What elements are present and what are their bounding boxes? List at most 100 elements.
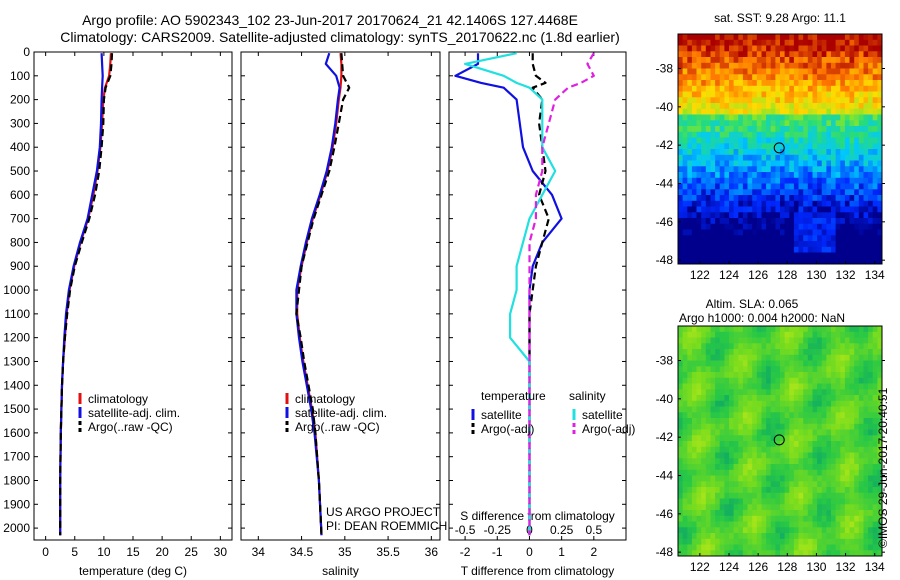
map-cell	[752, 114, 758, 121]
map-cell	[691, 223, 698, 231]
map-cell	[854, 423, 860, 431]
map-cell	[691, 510, 698, 517]
map-cell	[854, 366, 860, 373]
map-cell	[678, 160, 684, 167]
map-cell	[793, 206, 800, 213]
map-cell	[733, 160, 739, 167]
map-cell	[868, 85, 874, 93]
map-cell	[803, 172, 809, 179]
map-cell	[872, 149, 878, 156]
map-cell	[807, 103, 813, 110]
map-cell	[761, 354, 767, 362]
map-cell	[826, 206, 832, 213]
map-y-tick-label: -48	[656, 545, 674, 559]
map-title: Argo h1000: 0.004 h2000: NaN	[679, 311, 845, 325]
map-cell	[775, 258, 781, 264]
map-cell	[738, 372, 744, 379]
map-cell	[872, 177, 878, 185]
map-cell	[701, 229, 707, 236]
map-cell	[733, 498, 739, 505]
map-cell	[747, 343, 753, 350]
map-cell	[678, 469, 684, 477]
map-cell	[687, 395, 693, 402]
map-cell	[752, 510, 758, 517]
map-cell	[770, 91, 776, 98]
map-cell	[705, 80, 711, 87]
map-cell	[742, 475, 749, 482]
map-cell	[789, 337, 795, 344]
map-cell	[812, 527, 818, 534]
map-cell	[747, 218, 753, 225]
map-cell	[868, 389, 874, 396]
map-cell	[678, 452, 684, 459]
map-cell	[719, 544, 725, 551]
map-cell	[868, 406, 874, 413]
map-cell	[863, 441, 869, 448]
map-cell	[821, 395, 827, 402]
map-cell	[789, 80, 795, 87]
map-cell	[687, 515, 693, 523]
map-cell	[817, 91, 823, 98]
map-cell	[877, 137, 882, 144]
map-cell	[682, 446, 688, 454]
map-cell	[803, 498, 809, 505]
map-cell	[715, 206, 721, 213]
map-cell	[863, 395, 869, 402]
map-cell	[682, 34, 688, 41]
map-cell	[715, 80, 721, 87]
map-cell	[780, 326, 786, 333]
map-cell	[821, 85, 827, 93]
map-cell	[724, 469, 730, 477]
map-cell	[877, 464, 882, 471]
map-cell	[840, 538, 846, 546]
map-cell	[775, 533, 781, 540]
map-cell	[747, 498, 753, 505]
map-cell	[687, 103, 693, 110]
map-cell	[872, 550, 878, 556]
map-cell	[678, 91, 684, 98]
map-cell	[705, 515, 711, 523]
map-cell	[849, 85, 855, 93]
map-cell	[766, 337, 772, 344]
map-cell	[766, 446, 772, 454]
map-cell	[863, 34, 869, 41]
map-cell	[775, 441, 781, 448]
map-cell	[733, 206, 739, 213]
map-cell	[715, 515, 721, 523]
map-cell	[719, 498, 725, 505]
map-cell	[691, 126, 698, 133]
map-cell	[872, 235, 878, 242]
map-cell	[849, 469, 855, 477]
map-cell	[761, 166, 767, 173]
map-cell	[733, 183, 739, 190]
map-cell	[756, 331, 762, 339]
map-cell	[877, 550, 882, 556]
map-cell	[696, 103, 702, 110]
map-cell	[849, 80, 855, 87]
map-cell	[682, 412, 688, 419]
map-cell	[831, 331, 837, 339]
map-cell	[682, 423, 688, 431]
map-cell	[784, 91, 790, 98]
map-cell	[817, 377, 823, 385]
map-cell	[705, 504, 711, 511]
map-cell	[784, 103, 790, 110]
map-cell	[840, 57, 846, 64]
map-cell	[761, 223, 767, 231]
map-cell	[705, 452, 711, 459]
map-cell	[872, 418, 878, 425]
map-cell	[691, 372, 698, 379]
map-cell	[770, 475, 776, 482]
map-cell	[724, 218, 730, 225]
y-tick-label: 100	[10, 69, 30, 83]
map-cell	[691, 452, 698, 459]
map-cell	[877, 487, 882, 494]
map-cell	[678, 177, 684, 185]
map-cell	[733, 423, 739, 431]
map-cell	[724, 389, 730, 396]
map-cell	[696, 452, 702, 459]
map-cell	[844, 258, 851, 264]
map-cell	[821, 189, 827, 196]
map-cell	[803, 166, 809, 173]
map-cell	[761, 377, 767, 385]
